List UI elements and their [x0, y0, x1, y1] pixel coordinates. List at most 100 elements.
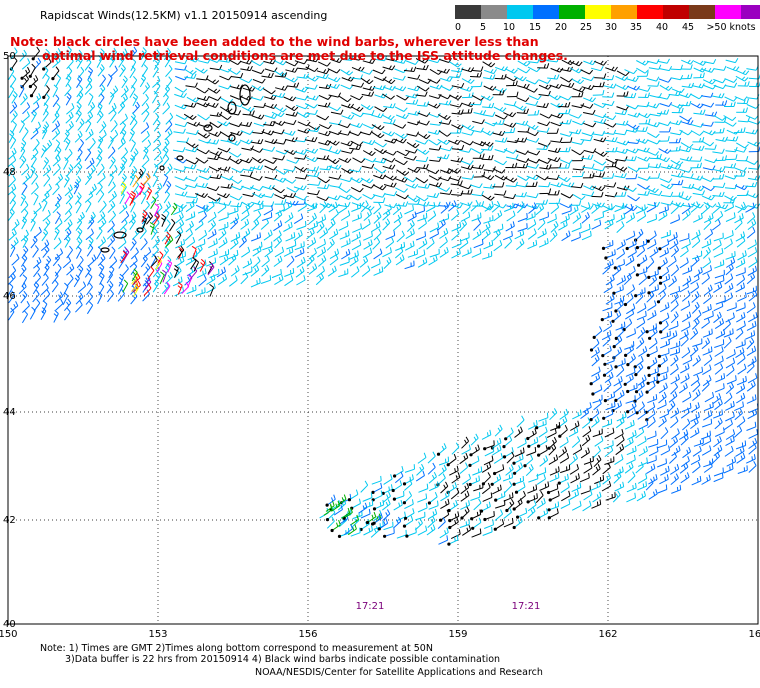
scale-swatch	[507, 5, 533, 19]
wind-barb	[316, 155, 330, 161]
wind-barb	[527, 228, 537, 240]
wind-barb	[581, 417, 591, 429]
wind-barb	[44, 48, 50, 62]
wind-barb	[307, 237, 317, 249]
wind-barb	[230, 201, 243, 208]
wind-barb	[42, 85, 50, 99]
wind-barb	[242, 166, 256, 172]
wind-barb	[150, 191, 159, 204]
wind-barb	[418, 238, 428, 250]
wind-barb	[428, 500, 439, 510]
wind-barb	[97, 102, 103, 116]
wind-barb	[679, 233, 690, 242]
wind-barb	[382, 208, 391, 221]
wind-barb	[8, 307, 15, 321]
wind-barb	[18, 282, 27, 295]
wind-barb	[526, 493, 538, 504]
wind-barb	[43, 218, 51, 231]
wind-barb	[129, 65, 136, 79]
wind-barb	[166, 259, 173, 273]
wind-barb	[261, 72, 274, 79]
wind-barb	[229, 238, 239, 250]
wind-barb	[569, 453, 578, 466]
wind-barb	[337, 186, 351, 194]
wind-barb	[218, 237, 228, 249]
wind-barb	[481, 222, 491, 234]
wind-barb	[164, 120, 173, 133]
wind-barb	[713, 467, 724, 477]
wind-barb	[646, 374, 658, 385]
wind-barb	[460, 482, 470, 495]
wind-barb	[601, 100, 615, 107]
wind-barb	[550, 102, 564, 109]
wind-barb	[339, 257, 350, 266]
wind-barb	[480, 95, 494, 101]
wind-barb	[646, 257, 655, 270]
wind-barb	[175, 185, 188, 191]
contamination-dot	[592, 335, 596, 339]
wind-barb	[99, 74, 107, 87]
wind-barb	[22, 127, 29, 140]
wind-barb	[713, 472, 724, 483]
wind-barb	[262, 146, 276, 152]
wind-barb	[605, 492, 616, 501]
wind-barb	[21, 182, 28, 195]
wind-barb	[583, 122, 597, 128]
wind-barb	[692, 250, 703, 260]
wind-barb	[481, 130, 494, 136]
wind-barb	[374, 148, 387, 155]
wind-barb	[308, 212, 317, 225]
wind-barb	[494, 114, 508, 120]
wind-barb	[64, 137, 71, 151]
wind-barb	[592, 464, 601, 476]
wind-barb	[240, 130, 254, 135]
wind-barb	[206, 78, 220, 85]
wind-barb	[52, 163, 61, 176]
wind-barb	[451, 221, 462, 232]
wind-barb	[538, 181, 551, 188]
wind-barb	[440, 76, 453, 82]
wind-barb	[570, 232, 581, 242]
wind-barb	[382, 247, 392, 258]
contamination-dot	[516, 515, 520, 519]
wind-barb	[44, 73, 50, 87]
wind-barb	[681, 82, 695, 89]
wind-barb	[186, 236, 196, 249]
wind-barb	[208, 220, 217, 233]
wind-barb	[614, 109, 628, 116]
wind-barb	[77, 265, 84, 278]
contamination-dot	[347, 498, 351, 502]
wind-barb	[638, 273, 648, 286]
wind-barb	[43, 93, 50, 107]
wind-barb	[63, 210, 72, 223]
wind-barb	[425, 201, 436, 213]
wind-barb	[328, 174, 342, 180]
wind-barb	[626, 492, 636, 503]
wind-barb	[615, 75, 629, 81]
wind-barb	[327, 84, 340, 89]
wind-barb	[448, 139, 461, 145]
wind-barb	[143, 263, 151, 276]
scale-swatch	[663, 5, 689, 19]
wind-barb	[494, 424, 503, 437]
wind-barb	[450, 180, 463, 186]
wind-barb	[691, 186, 705, 192]
wind-barb	[560, 464, 571, 474]
wind-barb	[65, 92, 72, 106]
wind-barb	[85, 128, 94, 141]
wind-barb	[537, 127, 550, 133]
wind-barb	[362, 85, 376, 91]
wind-barb	[745, 202, 755, 213]
wind-barb	[670, 159, 684, 166]
wind-barb	[746, 320, 757, 331]
wind-barb	[703, 218, 712, 231]
contamination-dot	[377, 527, 381, 531]
wind-barb	[714, 417, 723, 430]
wind-barb	[198, 175, 212, 180]
wind-barb	[701, 317, 710, 329]
wind-barb	[98, 217, 107, 230]
wind-barb	[161, 281, 170, 295]
contamination-dot	[490, 482, 494, 486]
wind-barb	[679, 257, 689, 269]
wind-barb	[218, 274, 228, 286]
